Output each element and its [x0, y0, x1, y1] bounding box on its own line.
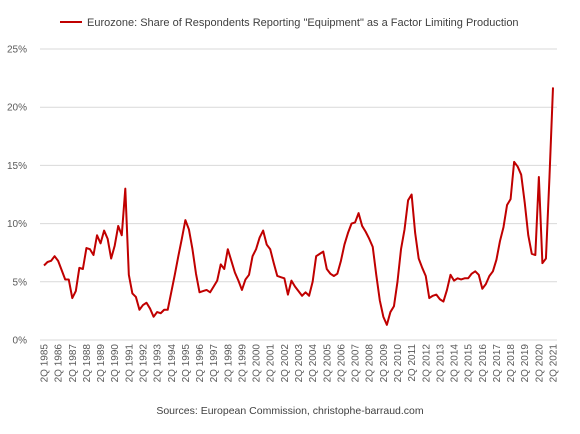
y-tick-label: 10% [7, 219, 27, 230]
x-tick-label: 2Q 2014 [450, 344, 461, 383]
x-tick-label: 2Q 1989 [96, 344, 107, 383]
x-tick-label: 2Q 2005 [322, 344, 333, 383]
x-tick-label: 2Q 1994 [167, 344, 178, 383]
x-tick-label: 2Q 1988 [82, 344, 93, 383]
y-tick-label: 25% [7, 45, 27, 56]
x-axis-ticks: 2Q 1985 2Q 1986 2Q 1987 2Q 1988 2Q 1989 2Q 19… [40, 344, 560, 383]
y-tick-label: 15% [7, 161, 27, 172]
x-tick-label: 2Q 2003 [294, 344, 305, 383]
x-tick-label: 2Q 2012 [421, 344, 432, 383]
x-tick-label: 2Q 2016 [478, 344, 489, 383]
x-tick-label: 2Q 1991 [124, 344, 135, 383]
x-tick-label: 2Q 1990 [110, 344, 121, 383]
x-tick-label: 2Q 2001 [266, 344, 277, 383]
y-tick-label: 0% [13, 336, 28, 347]
x-tick-label: 2Q 2019 [520, 344, 531, 383]
x-tick-label: 2Q 2015 [464, 344, 475, 383]
legend: Eurozone: Share of Respondents Reporting… [60, 17, 519, 29]
x-tick-label: 2Q 1987 [68, 344, 79, 383]
x-tick-label: 2Q 2008 [365, 344, 376, 383]
x-tick-label: 2Q 1999 [237, 344, 248, 383]
x-tick-label: 2Q 2021 [549, 344, 560, 383]
x-tick-label: 2Q 1986 [54, 344, 65, 383]
x-tick-label: 2Q 2007 [351, 344, 362, 383]
series-layer [43, 87, 554, 326]
x-tick-label: 2Q 2002 [280, 344, 291, 383]
legend-label: Eurozone: Share of Respondents Reporting… [87, 17, 519, 29]
x-tick-label: 2Q 2011 [407, 344, 418, 382]
x-tick-label: 2Q 1997 [209, 344, 220, 383]
x-tick-label: 2Q 2020 [534, 344, 545, 383]
y-tick-label: 20% [7, 103, 27, 114]
x-tick-label: 2Q 1998 [223, 344, 234, 383]
x-tick-label: 2Q 1993 [153, 344, 164, 383]
x-tick-label: 2Q 2018 [506, 344, 517, 383]
x-tick-label: 2Q 2000 [252, 344, 263, 383]
x-tick-label: 2Q 1992 [138, 344, 149, 383]
x-tick-label: 2Q 2009 [379, 344, 390, 383]
x-tick-label: 2Q 1996 [195, 344, 206, 383]
x-tick-label: 2Q 1995 [181, 344, 192, 383]
x-tick-label: 2Q 2004 [308, 344, 319, 383]
y-tick-label: 5% [13, 277, 28, 288]
source-caption: Sources: European Commission, christophe… [156, 405, 424, 417]
gridlines [40, 48, 557, 283]
x-tick-label: 2Q 1985 [40, 344, 51, 383]
x-tick-label: 2Q 2013 [435, 344, 446, 383]
y-axis-ticks: 0% 5% 10% 15% 20% 25% [7, 45, 27, 347]
x-tick-label: 2Q 2006 [336, 344, 347, 383]
x-tick-label: 2Q 2017 [492, 344, 503, 383]
series-line [43, 87, 554, 326]
x-tick-label: 2Q 2010 [393, 344, 404, 383]
